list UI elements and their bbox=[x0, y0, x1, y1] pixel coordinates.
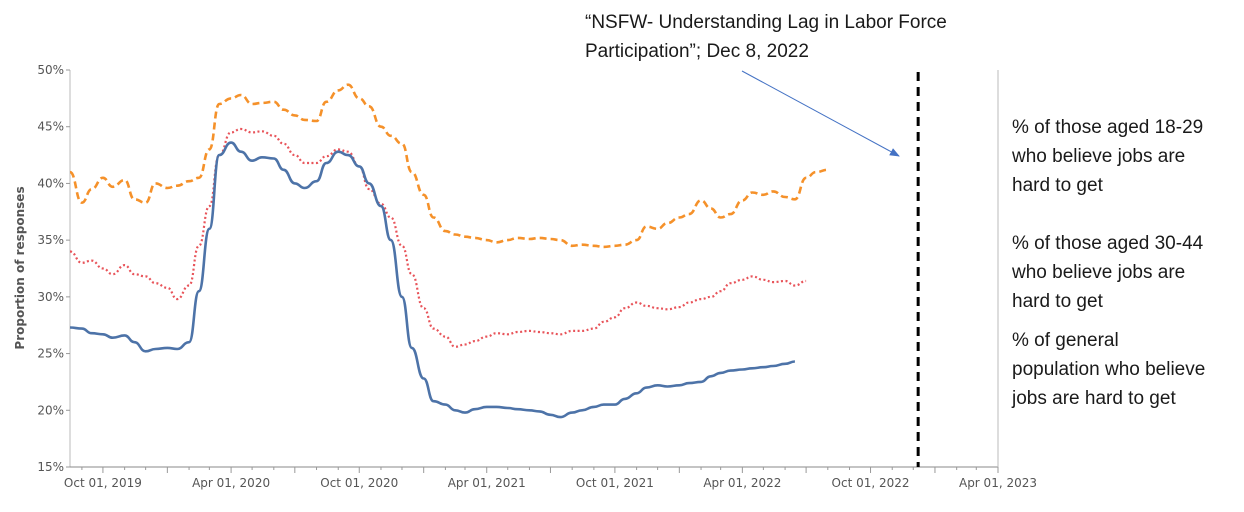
series-layer bbox=[69, 83, 828, 419]
y-tick-label: 20% bbox=[37, 403, 64, 417]
series-line-age-30-44 bbox=[69, 127, 807, 348]
y-tick-label: 15% bbox=[37, 460, 64, 474]
axes: 15% 20% 25% 30% 35% 40% 45% 50% Oct 01, 2019 Apr … bbox=[37, 63, 1037, 490]
x-tick-label: Apr 01, 2022 bbox=[703, 476, 781, 490]
x-tick-label: Oct 01, 2020 bbox=[320, 476, 398, 490]
label-general-population: % of general population who believe jobs… bbox=[1012, 330, 1206, 409]
x-tick-label: Apr 01, 2020 bbox=[192, 476, 270, 490]
callout-title-line2: Participation”; Dec 8, 2022 bbox=[585, 41, 809, 62]
callout-title-line1: “NSFW- Understanding Lag in Labor Force bbox=[585, 12, 947, 33]
label-age-18-29: % of those aged 18-29 who believe jobs a… bbox=[1012, 117, 1204, 196]
x-tick-label: Oct 01, 2019 bbox=[64, 476, 142, 490]
series-line-general-population bbox=[69, 141, 795, 419]
annotation-overlay bbox=[741, 70, 920, 467]
y-tick-label: 30% bbox=[37, 290, 64, 304]
x-tick-label: Oct 01, 2021 bbox=[576, 476, 654, 490]
x-tick-label: Oct 01, 2022 bbox=[832, 476, 910, 490]
y-tick-label: 50% bbox=[37, 63, 64, 77]
y-tick-label: 35% bbox=[37, 233, 64, 247]
label-age-30-44: % of those aged 30-44 who believe jobs a… bbox=[1012, 233, 1204, 312]
series-line-age-18-29 bbox=[69, 83, 828, 249]
y-tick-label: 40% bbox=[37, 176, 64, 190]
y-tick-label: 25% bbox=[37, 347, 64, 361]
x-tick-label: Apr 01, 2021 bbox=[448, 476, 526, 490]
callout-arrow bbox=[741, 70, 900, 157]
y-tick-label: 45% bbox=[37, 120, 64, 134]
y-axis-label: Proportion of responses bbox=[13, 186, 27, 349]
x-tick-label: Apr 01, 2023 bbox=[959, 476, 1037, 490]
